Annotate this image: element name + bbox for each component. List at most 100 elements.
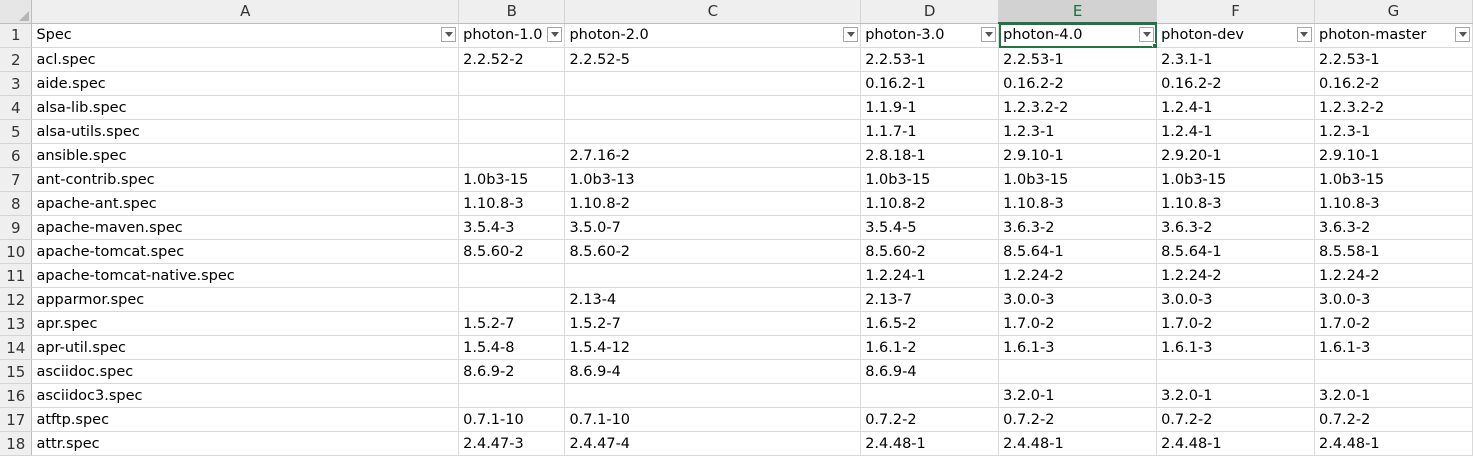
spec-name-cell[interactable]: apache-tomcat.spec <box>31 239 460 264</box>
version-cell[interactable]: 1.10.8-3 <box>998 191 1158 216</box>
version-cell[interactable] <box>1156 359 1315 384</box>
row-number[interactable]: 15 <box>0 359 33 384</box>
filter-dropdown-button[interactable] <box>441 26 457 42</box>
spec-name-cell[interactable]: alsa-utils.spec <box>31 119 460 144</box>
spec-name-cell[interactable]: apache-ant.spec <box>31 191 460 216</box>
filter-dropdown-button[interactable] <box>843 26 859 42</box>
filter-dropdown-button[interactable] <box>1455 26 1470 42</box>
version-cell[interactable]: 1.10.8-2 <box>860 191 1000 216</box>
header-cell[interactable]: photon-4.0 <box>998 23 1158 48</box>
header-cell[interactable]: photon-2.0 <box>564 23 862 48</box>
version-cell[interactable]: 8.6.9-4 <box>860 359 1000 384</box>
version-cell[interactable] <box>1314 359 1473 384</box>
version-cell[interactable]: 2.13-4 <box>564 287 862 312</box>
version-cell[interactable]: 2.4.48-1 <box>998 431 1158 456</box>
version-cell[interactable]: 2.7.16-2 <box>564 143 862 168</box>
version-cell[interactable]: 3.5.0-7 <box>564 215 862 240</box>
version-cell[interactable]: 3.6.3-2 <box>998 215 1158 240</box>
version-cell[interactable]: 2.8.18-1 <box>860 143 1000 168</box>
spec-name-cell[interactable]: attr.spec <box>31 431 460 456</box>
column-header-d[interactable]: D <box>860 0 1000 24</box>
version-cell[interactable]: 2.4.48-1 <box>1314 431 1473 456</box>
spec-name-cell[interactable]: asciidoc.spec <box>31 359 460 384</box>
version-cell[interactable] <box>458 119 566 144</box>
version-cell[interactable]: 1.0b3-15 <box>458 167 566 192</box>
version-cell[interactable] <box>564 383 862 408</box>
version-cell[interactable]: 1.2.24-2 <box>998 263 1158 288</box>
version-cell[interactable] <box>458 263 566 288</box>
version-cell[interactable]: 1.6.5-2 <box>860 311 1000 336</box>
version-cell[interactable]: 8.5.60-2 <box>458 239 566 264</box>
filter-dropdown-button[interactable] <box>1139 27 1155 42</box>
version-cell[interactable]: 0.7.2-2 <box>860 407 1000 432</box>
version-cell[interactable]: 3.0.0-3 <box>1314 287 1473 312</box>
row-number[interactable]: 18 <box>0 431 33 456</box>
version-cell[interactable] <box>458 71 566 96</box>
row-number[interactable]: 12 <box>0 287 33 312</box>
spec-name-cell[interactable]: atftp.spec <box>31 407 460 432</box>
version-cell[interactable]: 1.0b3-15 <box>998 167 1158 192</box>
version-cell[interactable]: 8.5.58-1 <box>1314 239 1473 264</box>
spec-name-cell[interactable]: apparmor.spec <box>31 287 460 312</box>
spec-name-cell[interactable]: alsa-lib.spec <box>31 95 460 120</box>
spec-name-cell[interactable]: apache-maven.spec <box>31 215 460 240</box>
version-cell[interactable] <box>564 71 862 96</box>
column-header-b[interactable]: B <box>458 0 566 24</box>
row-number[interactable]: 3 <box>0 71 33 96</box>
version-cell[interactable]: 1.2.3.2-2 <box>998 95 1158 120</box>
version-cell[interactable]: 1.6.1-3 <box>1314 335 1473 360</box>
version-cell[interactable]: 3.6.3-2 <box>1156 215 1315 240</box>
version-cell[interactable] <box>564 95 862 120</box>
version-cell[interactable] <box>860 383 1000 408</box>
spec-name-cell[interactable]: ansible.spec <box>31 143 460 168</box>
version-cell[interactable]: 2.2.53-1 <box>998 47 1158 72</box>
version-cell[interactable]: 2.9.10-1 <box>1314 143 1473 168</box>
version-cell[interactable] <box>458 383 566 408</box>
version-cell[interactable]: 3.2.0-1 <box>1314 383 1473 408</box>
row-number[interactable]: 5 <box>0 119 33 144</box>
header-cell[interactable]: photon-1.0 <box>458 23 566 48</box>
version-cell[interactable]: 8.6.9-2 <box>458 359 566 384</box>
version-cell[interactable] <box>458 143 566 168</box>
version-cell[interactable]: 0.16.2-2 <box>1156 71 1315 96</box>
header-cell[interactable]: photon-3.0 <box>860 23 1000 48</box>
version-cell[interactable] <box>564 119 862 144</box>
version-cell[interactable]: 3.5.4-3 <box>458 215 566 240</box>
version-cell[interactable]: 1.10.8-3 <box>458 191 566 216</box>
column-header-g[interactable]: G <box>1314 0 1473 24</box>
row-number[interactable]: 4 <box>0 95 33 120</box>
row-number[interactable]: 6 <box>0 143 33 168</box>
version-cell[interactable]: 1.2.24-2 <box>1314 263 1473 288</box>
spec-name-cell[interactable]: ant-contrib.spec <box>31 167 460 192</box>
version-cell[interactable]: 8.5.60-2 <box>860 239 1000 264</box>
version-cell[interactable]: 0.7.2-2 <box>1314 407 1473 432</box>
spec-name-cell[interactable]: apache-tomcat-native.spec <box>31 263 460 288</box>
version-cell[interactable]: 3.0.0-3 <box>1156 287 1315 312</box>
version-cell[interactable]: 1.5.2-7 <box>564 311 862 336</box>
version-cell[interactable]: 1.7.0-2 <box>1314 311 1473 336</box>
version-cell[interactable]: 0.7.2-2 <box>1156 407 1315 432</box>
spec-name-cell[interactable]: aide.spec <box>31 71 460 96</box>
version-cell[interactable]: 3.5.4-5 <box>860 215 1000 240</box>
select-all-corner[interactable] <box>0 0 33 24</box>
version-cell[interactable]: 2.4.48-1 <box>860 431 1000 456</box>
row-number[interactable]: 9 <box>0 215 33 240</box>
version-cell[interactable]: 1.2.24-2 <box>1156 263 1315 288</box>
version-cell[interactable]: 3.0.0-3 <box>998 287 1158 312</box>
version-cell[interactable]: 1.5.2-7 <box>458 311 566 336</box>
version-cell[interactable]: 3.2.0-1 <box>998 383 1158 408</box>
spec-name-cell[interactable]: acl.spec <box>31 47 460 72</box>
version-cell[interactable]: 1.7.0-2 <box>1156 311 1315 336</box>
version-cell[interactable]: 1.0b3-15 <box>1314 167 1473 192</box>
version-cell[interactable]: 8.6.9-4 <box>564 359 862 384</box>
version-cell[interactable]: 1.5.4-12 <box>564 335 862 360</box>
filter-dropdown-button[interactable] <box>1296 26 1312 42</box>
version-cell[interactable]: 1.0b3-15 <box>860 167 1000 192</box>
row-number[interactable]: 16 <box>0 383 33 408</box>
fill-handle[interactable] <box>1152 43 1156 47</box>
version-cell[interactable]: 0.16.2-2 <box>1314 71 1473 96</box>
version-cell[interactable]: 1.1.9-1 <box>860 95 1000 120</box>
version-cell[interactable]: 2.2.52-2 <box>458 47 566 72</box>
version-cell[interactable]: 8.5.64-1 <box>998 239 1158 264</box>
version-cell[interactable]: 1.2.3-1 <box>1314 119 1473 144</box>
